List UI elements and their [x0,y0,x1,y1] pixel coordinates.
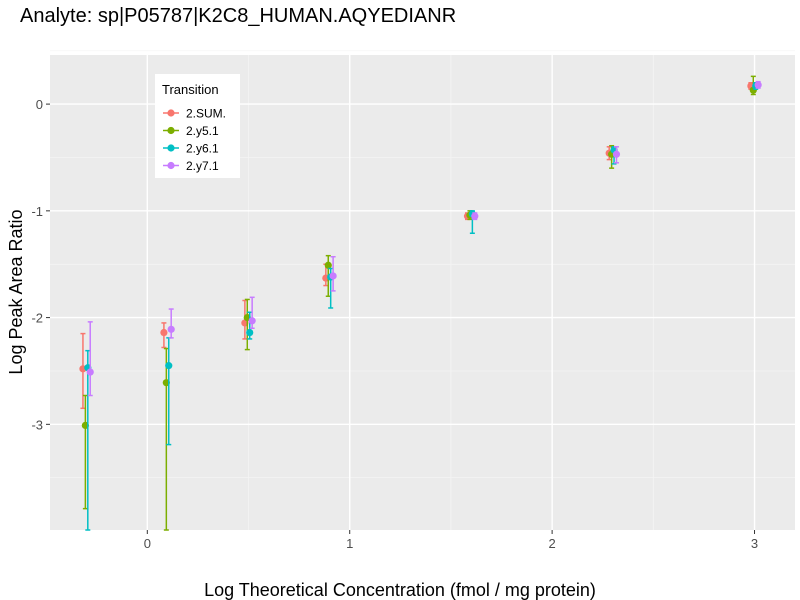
legend-label: 2.y6.1 [186,142,219,156]
legend-key-point [167,144,175,152]
data-point [248,317,256,325]
legend-background [155,74,240,178]
x-tick-label: 2 [548,536,555,551]
series-2.y7.1 [86,80,762,397]
data-point [246,328,254,337]
data-point [329,272,337,280]
marks [79,75,762,531]
legend-label: 2.y7.1 [186,159,219,173]
y-tick-label: -2 [31,311,43,326]
data-point [160,328,168,337]
data-point [754,81,762,89]
legend-label: 2.y5.1 [186,124,219,138]
x-axis-label: Log Theoretical Concentration (fmol / mg… [204,580,596,600]
data-point [167,325,175,333]
legend-items: 2.SUM. 2.y5.1 2.y6.1 2.y7.1 [163,107,226,173]
legend: Transition 2.SUM. 2.y5.1 2.y6.1 2.y7.1 [155,74,240,178]
x-tick-label: 3 [751,536,758,551]
data-point [612,150,621,158]
legend-key-point [167,161,175,170]
y-axis-label: Log Peak Area Ratio [6,209,26,374]
legend-key-point [167,109,175,117]
legend-key-point [167,126,175,135]
x-tick-label: 0 [144,536,151,551]
legend-title: Transition [162,82,219,97]
y-tick-label: 0 [36,97,43,112]
data-point [165,362,173,370]
data-point [86,368,94,376]
axes: 0 1 2 3 0 -1 -2 -3 [31,97,758,551]
data-point [471,212,479,220]
data-point [324,261,332,269]
y-tick-label: -3 [31,417,43,432]
chart-title: Analyte: sp|P05787|K2C8_HUMAN.AQYEDIANR [20,5,456,27]
grid [50,50,795,530]
x-tick-label: 1 [346,536,353,551]
legend-label: 2.SUM. [186,107,226,121]
y-tick-label: -1 [31,204,43,219]
